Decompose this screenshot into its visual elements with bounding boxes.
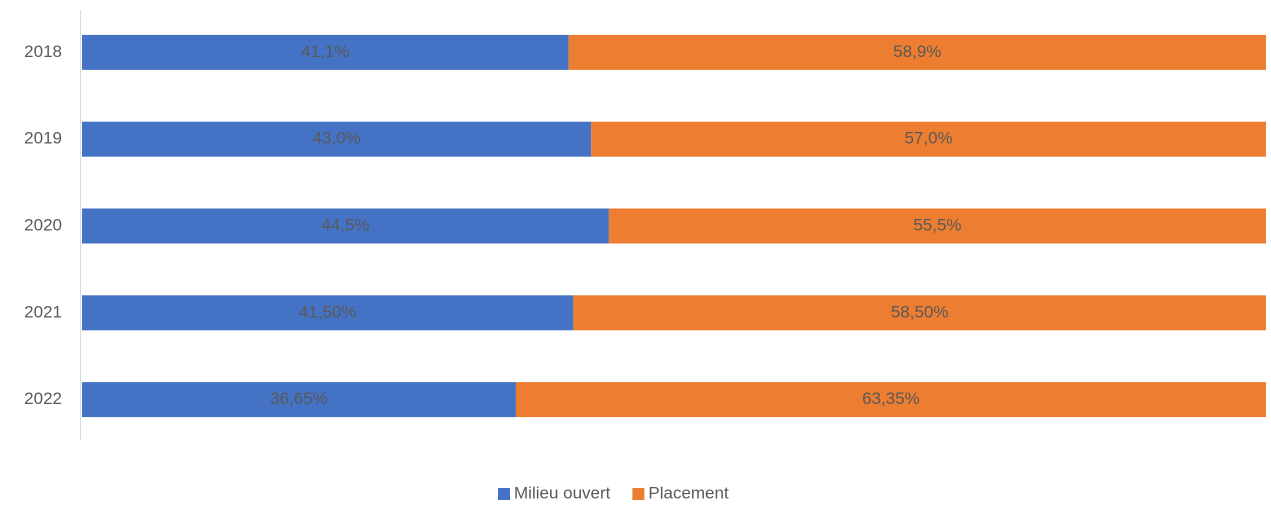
data-label: 55,5% (913, 215, 961, 234)
legend-label: Milieu ouvert (514, 483, 611, 502)
legend-swatch (632, 488, 645, 500)
y-tick-label: 2020 (24, 215, 62, 234)
data-label: 41,50% (299, 302, 357, 321)
data-label: 63,35% (862, 389, 920, 408)
y-tick-label: 2018 (24, 42, 62, 61)
data-label: 43,0% (312, 129, 360, 148)
legend-swatch (498, 488, 510, 500)
bar-segment (82, 295, 574, 331)
y-tick-label: 2022 (24, 389, 62, 408)
data-label: 58,9% (893, 42, 941, 61)
bar-segment (82, 208, 609, 244)
bar-segment (573, 295, 1266, 331)
bar-segment (82, 382, 516, 418)
bar-segment (591, 121, 1266, 157)
bar-segment (82, 121, 592, 157)
bar-segment (82, 34, 569, 70)
data-label: 36,65% (270, 389, 328, 408)
bar-segment (608, 208, 1266, 244)
data-label: 58,50% (891, 302, 949, 321)
data-label: 57,0% (904, 129, 952, 148)
y-tick-label: 2021 (24, 302, 62, 321)
data-label: 41,1% (301, 42, 349, 61)
bar-segment (568, 34, 1266, 70)
y-tick-label: 2019 (24, 129, 62, 148)
bar-segment (515, 382, 1266, 418)
data-label: 44,5% (321, 215, 369, 234)
legend-label: Placement (648, 483, 729, 502)
